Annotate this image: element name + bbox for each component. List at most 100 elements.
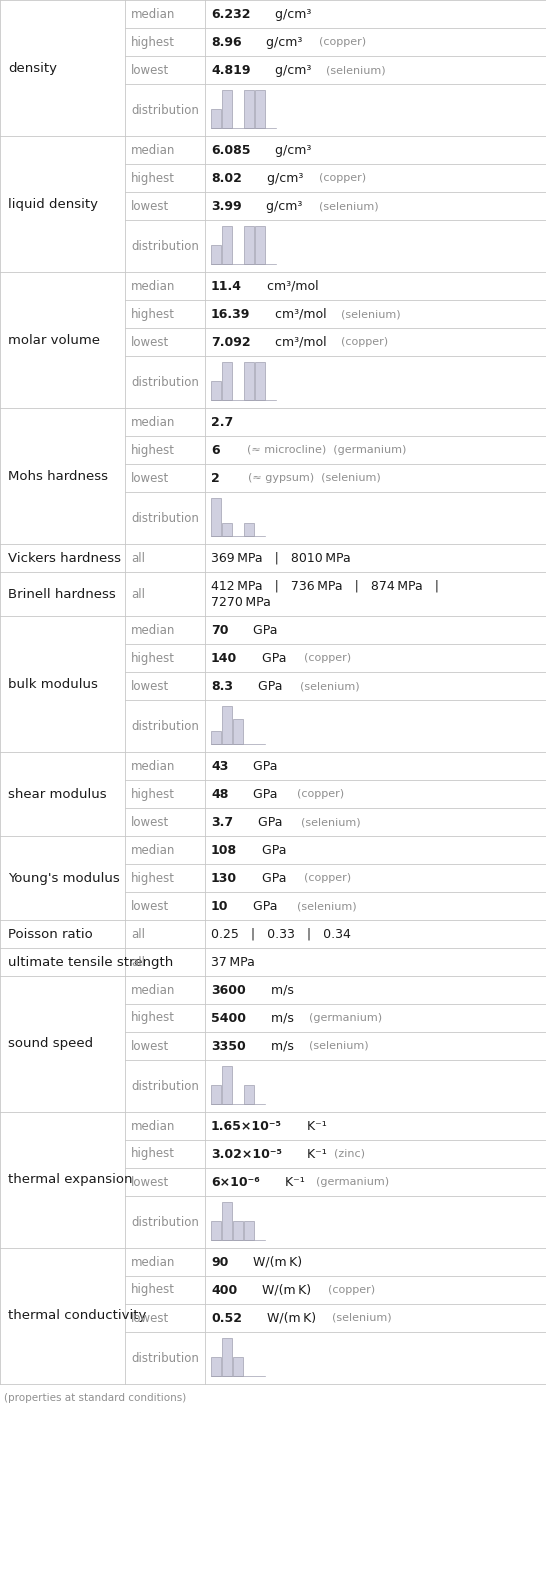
Bar [222, 706, 232, 744]
Bar [211, 109, 221, 128]
Text: highest: highest [131, 1148, 175, 1160]
Text: sound speed: sound speed [8, 1037, 93, 1051]
Text: highest: highest [131, 787, 175, 801]
Text: 0.25   |   0.33   |   0.34: 0.25 | 0.33 | 0.34 [211, 928, 351, 940]
Text: (germanium): (germanium) [302, 1013, 382, 1023]
Text: (selenium): (selenium) [293, 681, 360, 692]
Text: (germanium): (germanium) [310, 1178, 389, 1187]
Text: g/cm³: g/cm³ [263, 35, 303, 49]
Text: highest: highest [131, 1012, 175, 1024]
Text: g/cm³: g/cm³ [263, 171, 303, 185]
Text: g/cm³: g/cm³ [263, 199, 303, 212]
Bar [222, 90, 232, 128]
Text: median: median [131, 624, 175, 636]
Text: K⁻¹: K⁻¹ [303, 1119, 327, 1132]
Text: (selenium): (selenium) [319, 65, 385, 74]
Text: g/cm³: g/cm³ [271, 144, 312, 157]
Bar [233, 1220, 243, 1239]
Text: 0.52: 0.52 [211, 1311, 242, 1325]
Text: GPa: GPa [258, 844, 287, 856]
Text: 3.99: 3.99 [211, 199, 242, 212]
Text: m/s: m/s [266, 1040, 293, 1053]
Text: distribution: distribution [131, 720, 199, 733]
Text: (≈ gypsum)  (selenium): (≈ gypsum) (selenium) [241, 473, 380, 483]
Text: (copper): (copper) [290, 788, 344, 799]
Text: lowest: lowest [131, 1176, 169, 1189]
Text: W/(m K): W/(m K) [249, 1255, 302, 1268]
Text: lowest: lowest [131, 336, 169, 348]
Text: (≈ microcline)  (germanium): (≈ microcline) (germanium) [240, 445, 407, 454]
Text: median: median [131, 144, 175, 157]
Bar [244, 90, 254, 128]
Text: distribution: distribution [131, 1216, 199, 1228]
Text: 2: 2 [211, 472, 219, 484]
Bar [211, 1220, 221, 1239]
Text: 70: 70 [211, 624, 228, 636]
Text: distribution: distribution [131, 1352, 199, 1365]
Text: m/s: m/s [266, 983, 293, 997]
Bar [211, 731, 221, 744]
Text: W/(m K): W/(m K) [258, 1284, 311, 1296]
Text: lowest: lowest [131, 815, 169, 828]
Bar [211, 382, 221, 400]
Bar [255, 226, 265, 264]
Text: Poisson ratio: Poisson ratio [8, 928, 93, 940]
Text: 108: 108 [211, 844, 237, 856]
Text: 37 MPa: 37 MPa [211, 956, 255, 969]
Text: highest: highest [131, 1284, 175, 1296]
Text: liquid density: liquid density [8, 198, 98, 211]
Bar [222, 1338, 232, 1376]
Text: 6: 6 [211, 443, 219, 456]
Text: distribution: distribution [131, 375, 199, 388]
Text: 48: 48 [211, 787, 228, 801]
Text: 2.7: 2.7 [211, 415, 233, 429]
Text: distribution: distribution [131, 1080, 199, 1092]
Text: highest: highest [131, 35, 175, 49]
Text: 11.4: 11.4 [211, 280, 242, 293]
Bar [244, 1084, 254, 1103]
Text: GPa: GPa [250, 624, 278, 636]
Text: lowest: lowest [131, 1311, 169, 1325]
Text: (selenium): (selenium) [325, 1312, 391, 1323]
Bar [222, 1201, 232, 1239]
Text: K⁻¹: K⁻¹ [303, 1148, 327, 1160]
Text: 1.65×10⁻⁵: 1.65×10⁻⁵ [211, 1119, 282, 1132]
Text: ultimate tensile strength: ultimate tensile strength [8, 956, 173, 969]
Text: thermal conductivity: thermal conductivity [8, 1309, 146, 1322]
Text: 5400: 5400 [211, 1012, 246, 1024]
Bar [244, 226, 254, 264]
Text: distribution: distribution [131, 239, 199, 253]
Text: median: median [131, 280, 175, 293]
Text: lowest: lowest [131, 199, 169, 212]
Text: K⁻¹: K⁻¹ [281, 1176, 304, 1189]
Text: Mohs hardness: Mohs hardness [8, 470, 108, 483]
Bar [222, 524, 232, 537]
Bar [244, 1220, 254, 1239]
Text: 4.819: 4.819 [211, 63, 251, 76]
Bar [211, 245, 221, 264]
Text: (properties at standard conditions): (properties at standard conditions) [4, 1393, 186, 1403]
Bar [255, 363, 265, 400]
Text: all: all [131, 956, 145, 969]
Text: highest: highest [131, 872, 175, 885]
Text: Brinell hardness: Brinell hardness [8, 587, 116, 600]
Text: highest: highest [131, 307, 175, 320]
Text: highest: highest [131, 652, 175, 665]
Text: median: median [131, 1119, 175, 1132]
Text: (copper): (copper) [296, 654, 351, 663]
Text: 3350: 3350 [211, 1040, 246, 1053]
Text: (selenium): (selenium) [312, 201, 378, 211]
Text: 6.232: 6.232 [211, 8, 251, 21]
Text: 140: 140 [211, 652, 238, 665]
Text: median: median [131, 1255, 175, 1268]
Text: (copper): (copper) [334, 337, 388, 347]
Text: 7.092: 7.092 [211, 336, 251, 348]
Text: thermal expansion: thermal expansion [8, 1173, 133, 1187]
Text: GPa: GPa [254, 815, 282, 828]
Text: 10: 10 [211, 899, 228, 912]
Text: 8.96: 8.96 [211, 35, 242, 49]
Text: GPa: GPa [258, 872, 287, 885]
Text: (zinc): (zinc) [327, 1149, 365, 1159]
Text: median: median [131, 983, 175, 997]
Text: median: median [131, 760, 175, 773]
